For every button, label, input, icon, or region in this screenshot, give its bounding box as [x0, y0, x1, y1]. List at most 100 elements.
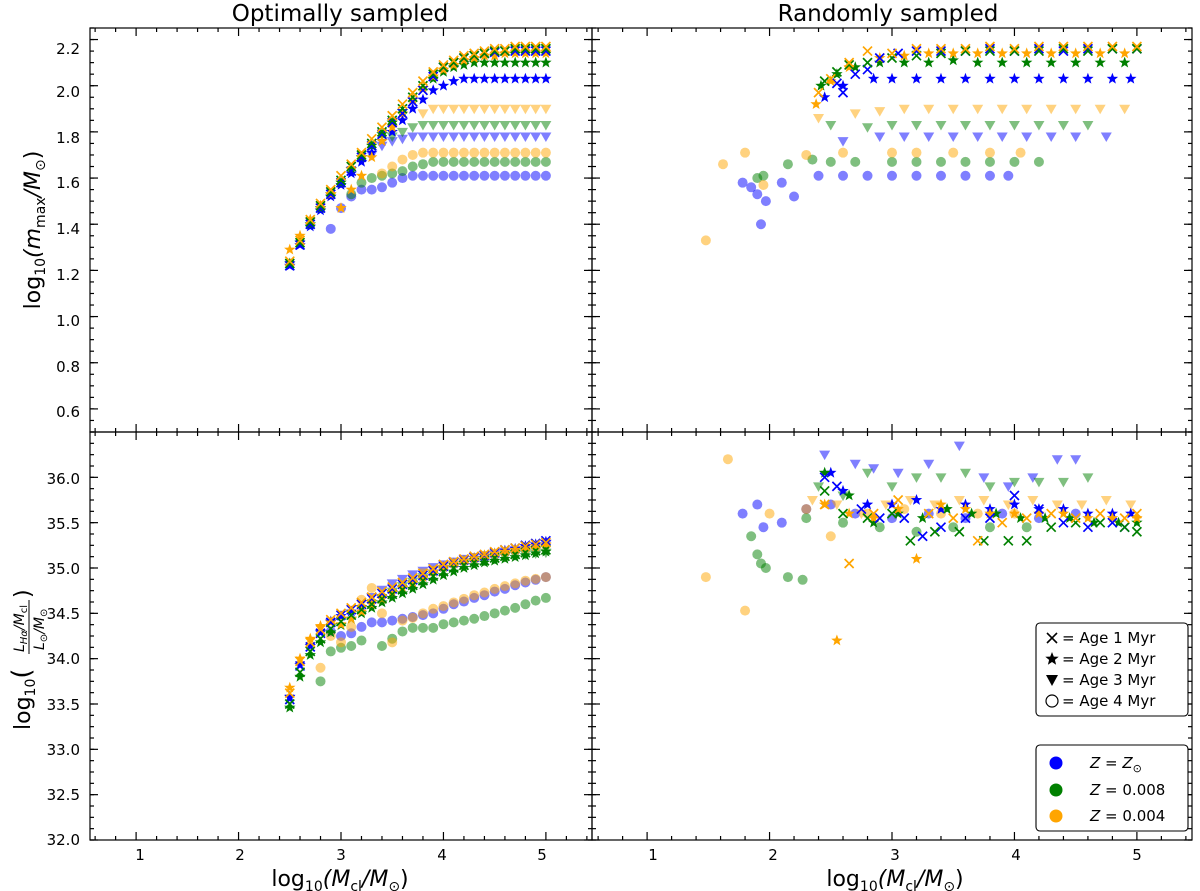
data-point-z008-age4 — [1009, 156, 1020, 167]
y-axis-label-top: log10(mmax/M⊙) — [21, 151, 49, 310]
data-point-z004-age1 — [397, 577, 408, 588]
y-tick-label: 2.0 — [56, 83, 80, 101]
data-point-z008-age3 — [813, 482, 825, 492]
data-point-z004-age2 — [540, 538, 552, 550]
data-point-solar-age2 — [825, 466, 837, 478]
data-point-z004-age1 — [407, 87, 418, 98]
data-point-z004-age2 — [959, 503, 972, 514]
data-point-solar-age1 — [1009, 490, 1020, 501]
data-point-z004-age1 — [366, 133, 377, 144]
data-point-z004-age3 — [509, 104, 521, 115]
data-point-z004-age4 — [417, 608, 428, 619]
data-point-z008-age2 — [1094, 56, 1106, 68]
data-point-z008-age3 — [910, 473, 922, 483]
data-point-z008-age2 — [489, 56, 501, 68]
data-point-z008-age3 — [1008, 477, 1020, 488]
data-point-z008-age2 — [843, 489, 855, 501]
data-point-z004-age4 — [407, 149, 418, 160]
y-axis-label-bottom: log10( LHα/Mcl L⊙/M⊙ ) — [7, 589, 50, 730]
data-point-z008-age4 — [782, 159, 793, 170]
data-point-z004-age4 — [540, 572, 551, 583]
data-point-z008-age1 — [376, 126, 388, 137]
data-point-solar-age2 — [1106, 72, 1119, 84]
data-point-z008-age1 — [1082, 45, 1094, 57]
data-point-z004-age4 — [722, 454, 733, 465]
data-point-z008-age4 — [397, 626, 408, 637]
data-point-z004-age4 — [758, 179, 769, 190]
data-point-z008-age1 — [1046, 522, 1057, 533]
data-point-z008-age1 — [335, 175, 347, 186]
data-point-z004-age1 — [428, 66, 439, 77]
data-point-z004-age1 — [1021, 513, 1032, 524]
data-point-z004-age1 — [346, 159, 357, 170]
data-point-z008-age3 — [458, 120, 470, 131]
data-point-z008-age1 — [346, 610, 357, 621]
data-point-z004-age1 — [417, 568, 429, 579]
data-point-z008-age2 — [990, 507, 1002, 519]
data-point-z004-age4 — [801, 504, 812, 515]
data-point-solar-age2 — [519, 72, 532, 84]
data-point-solar-age1 — [1033, 43, 1045, 54]
data-point-z008-age2 — [304, 649, 316, 660]
data-point-solar-age4 — [776, 517, 787, 528]
data-point-z004-age4 — [469, 147, 480, 158]
data-point-z004-age2 — [540, 47, 552, 59]
data-point-z004-age1 — [540, 41, 551, 52]
data-point-z008-age2 — [407, 582, 419, 594]
data-point-z008-age2 — [468, 559, 480, 571]
data-point-z004-age4 — [397, 615, 408, 626]
data-point-z008-age4 — [801, 513, 812, 524]
data-point-solar-age3 — [923, 132, 935, 143]
data-point-solar-age1 — [960, 513, 971, 524]
data-point-z004-age3 — [813, 114, 825, 124]
data-point-z004-age3 — [417, 109, 429, 119]
data-point-z004-age4 — [825, 531, 836, 542]
data-point-z008-age2 — [1045, 56, 1057, 68]
data-point-solar-age1 — [407, 96, 418, 107]
data-point-z008-age2 — [941, 503, 953, 514]
data-point-z004-age1 — [1107, 41, 1118, 52]
data-point-z008-age3 — [825, 120, 837, 131]
data-point-z004-age1 — [489, 43, 500, 54]
data-point-solar-age1 — [305, 219, 316, 230]
data-point-z004-age1 — [469, 48, 480, 59]
legend-z-004: Z = 0.004 — [1089, 807, 1165, 825]
data-point-z008-age3 — [935, 473, 947, 483]
data-point-solar-age4 — [1003, 170, 1014, 181]
data-point-z008-age1 — [438, 62, 449, 73]
data-point-z004-age4 — [520, 147, 531, 158]
legend-age-2: = Age 2 Myr — [1062, 650, 1156, 668]
data-point-z004-age4 — [520, 575, 531, 586]
data-point-z008-age1 — [1033, 45, 1045, 57]
data-point-z004-age1 — [886, 48, 898, 59]
data-point-solar-age4 — [960, 170, 971, 181]
data-point-z008-age1 — [305, 216, 316, 228]
data-point-z008-age2 — [499, 56, 511, 68]
data-point-z004-age1 — [868, 508, 879, 519]
data-point-z004-age3 — [530, 104, 542, 115]
data-point-z008-age4 — [752, 549, 763, 560]
data-point-solar-age4 — [737, 508, 748, 519]
data-point-z004-age1 — [935, 43, 947, 54]
data-point-solar-age4 — [428, 170, 439, 181]
data-point-z004-age3 — [437, 104, 449, 115]
data-point-z008-age1 — [325, 186, 336, 198]
data-point-z008-age2 — [448, 565, 460, 577]
data-point-z004-age4 — [1015, 147, 1026, 158]
data-point-z008-age1 — [1131, 526, 1143, 537]
data-point-solar-age4 — [760, 196, 771, 207]
data-point-solar-age1 — [935, 522, 947, 533]
data-point-z008-age1 — [325, 623, 336, 634]
data-point-z008-age1 — [417, 80, 429, 91]
data-point-solar-age1 — [837, 87, 849, 98]
data-point-solar-age4 — [397, 173, 408, 184]
data-point-z004-age1 — [479, 45, 490, 57]
data-point-z008-age4 — [479, 611, 490, 622]
data-point-z004-age2 — [386, 121, 398, 133]
data-point-solar-age3 — [468, 132, 480, 143]
data-point-z008-age2 — [1039, 512, 1051, 523]
data-point-z008-age1 — [305, 646, 316, 657]
data-point-z004-age1 — [844, 57, 855, 68]
data-point-solar-age4 — [755, 219, 766, 230]
data-point-z008-age4 — [758, 170, 769, 181]
